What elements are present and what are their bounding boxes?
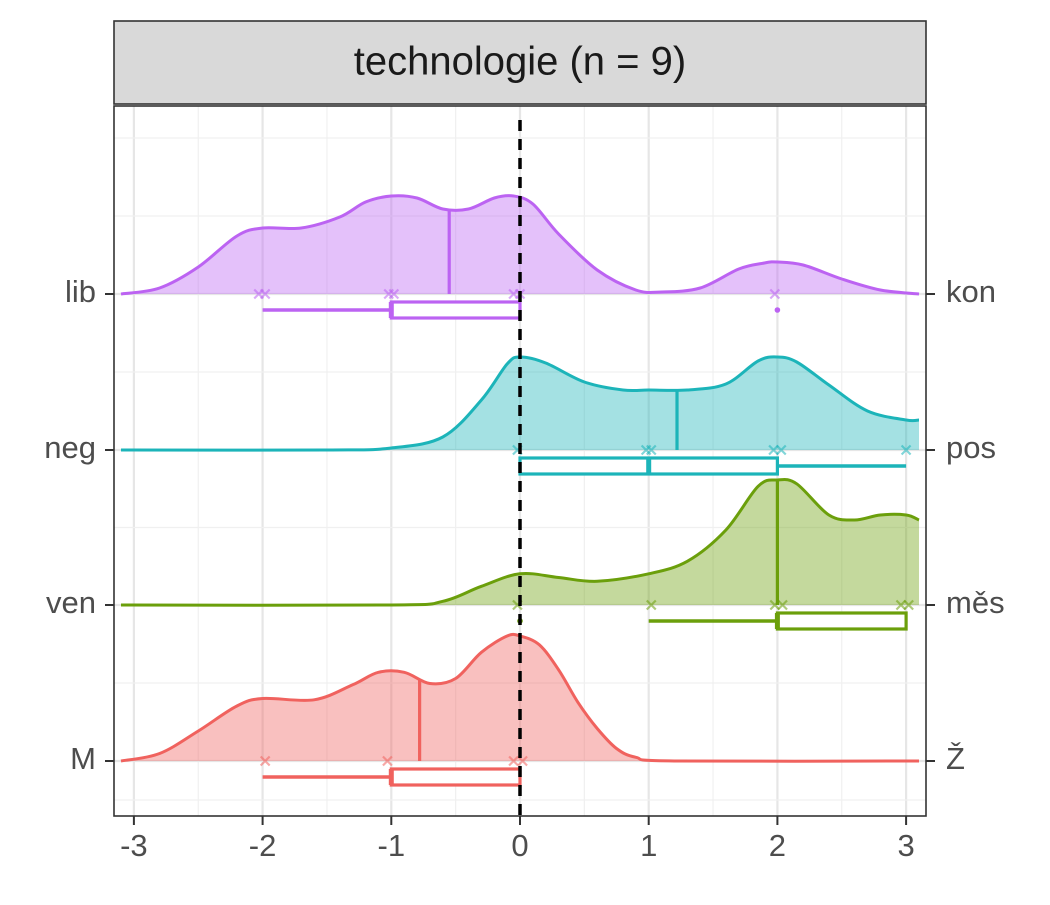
y-right-label: Ž — [946, 741, 965, 776]
x-tick-label: -3 — [120, 828, 148, 863]
series-ven — [120, 477, 920, 631]
outlier-point — [774, 307, 781, 313]
density-area — [121, 356, 919, 451]
x-tick-label: 1 — [640, 828, 657, 863]
y-left-label: lib — [65, 274, 96, 309]
data-point — [259, 288, 271, 300]
box — [389, 767, 522, 787]
density-line — [120, 477, 920, 607]
y-right-label: měs — [946, 585, 1005, 620]
data-point — [382, 755, 393, 767]
x-tick-label: 2 — [769, 828, 786, 863]
y-right-label: pos — [946, 430, 996, 465]
x-tick-label: -2 — [249, 828, 277, 863]
x-tick-label: -1 — [378, 828, 406, 863]
data-point — [259, 755, 271, 767]
data-point — [769, 288, 781, 300]
data-point — [903, 599, 914, 611]
data-point — [900, 444, 912, 456]
data-point — [775, 444, 787, 456]
density-line — [120, 194, 920, 296]
y-right-label: kon — [946, 274, 996, 309]
x-axis: -3 -2 -1 0 1 2 3 — [120, 816, 915, 863]
x-tick-label: 3 — [897, 828, 914, 863]
y-left-label: M — [70, 741, 96, 776]
x-tick-label: 0 — [511, 828, 528, 863]
facet-title: technologie (n = 9) — [354, 40, 686, 84]
density-line — [120, 632, 920, 763]
box — [775, 611, 908, 631]
data-point — [777, 599, 788, 611]
y-left-label: neg — [44, 430, 96, 465]
data-point — [645, 599, 657, 611]
density-area — [121, 479, 919, 606]
facet-strip — [113, 20, 927, 105]
series-neg — [120, 355, 920, 476]
data-point — [383, 288, 395, 300]
data-point — [769, 599, 781, 611]
density-line — [120, 355, 920, 452]
data-point — [895, 599, 907, 611]
box — [389, 300, 522, 320]
data-point — [508, 755, 519, 767]
data-point — [645, 444, 657, 456]
data-point — [768, 444, 779, 456]
y-left-label: ven — [46, 585, 96, 620]
